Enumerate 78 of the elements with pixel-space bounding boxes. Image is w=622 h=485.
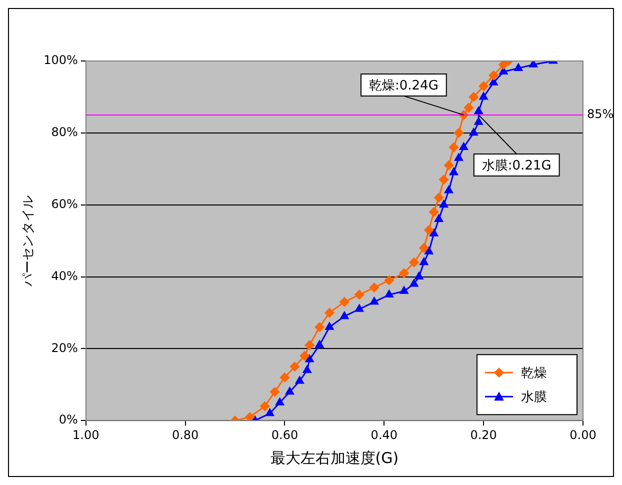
x-tick-label: 0.60 <box>271 428 298 442</box>
point <box>286 387 294 395</box>
point <box>459 142 468 150</box>
x-tick-label: 0.80 <box>172 428 199 442</box>
point <box>429 207 439 217</box>
point <box>300 351 310 361</box>
point <box>440 200 448 208</box>
point <box>260 401 270 411</box>
point <box>420 258 428 266</box>
point <box>315 340 324 348</box>
point <box>414 272 424 280</box>
y-axis-title: パーセンタイル <box>21 195 36 288</box>
point <box>370 297 378 305</box>
point <box>444 160 454 170</box>
point <box>270 387 280 397</box>
point <box>399 268 409 278</box>
point <box>434 192 444 202</box>
point <box>304 340 314 350</box>
point <box>355 304 364 312</box>
point <box>474 106 483 114</box>
point <box>464 103 474 112</box>
point <box>409 258 419 268</box>
point <box>280 372 290 382</box>
point <box>474 117 483 125</box>
y-tick-label: 60% <box>51 196 78 211</box>
point <box>478 81 488 91</box>
point <box>469 128 478 136</box>
point <box>305 354 314 362</box>
point <box>295 376 304 384</box>
point <box>454 128 464 138</box>
legend-label: 乾燥 <box>521 366 547 381</box>
point <box>454 153 463 161</box>
point <box>424 246 434 254</box>
point <box>514 63 523 71</box>
annotation: 乾燥:0.24G <box>368 78 438 94</box>
point <box>266 408 274 416</box>
y-tick-label: 40% <box>51 268 78 283</box>
point <box>450 168 458 176</box>
legend-label: 水膜 <box>521 390 547 405</box>
point <box>384 290 394 298</box>
point <box>354 290 364 300</box>
point <box>430 228 438 236</box>
point <box>439 174 449 184</box>
x-axis-title: 最大左右加速度(G) <box>270 448 399 467</box>
y-tick-label: 80% <box>51 125 78 140</box>
point <box>384 276 394 286</box>
annotation: 水膜:0.21G <box>482 158 552 174</box>
y-tick-label: 100% <box>44 53 78 68</box>
point <box>468 92 478 102</box>
x-tick-label: 0.20 <box>470 428 497 442</box>
point <box>499 67 508 75</box>
point <box>529 61 538 68</box>
point <box>479 92 488 100</box>
point <box>340 312 349 320</box>
point <box>276 398 284 406</box>
point <box>400 286 408 294</box>
x-tick-label: 0.40 <box>370 428 398 442</box>
point <box>424 225 434 235</box>
ref-line-label: 85% <box>587 107 614 122</box>
point <box>488 70 498 80</box>
point <box>449 142 459 152</box>
point <box>245 412 255 421</box>
point <box>340 297 350 307</box>
point <box>498 61 508 70</box>
point <box>419 243 429 253</box>
point <box>290 362 300 372</box>
point <box>434 214 444 222</box>
point <box>302 366 312 374</box>
x-tick-label: 1.00 <box>72 428 100 442</box>
point <box>410 279 418 287</box>
y-tick-label: 0% <box>58 412 78 427</box>
point <box>369 282 379 292</box>
y-tick-label: 20% <box>51 340 78 355</box>
point <box>444 186 453 194</box>
x-tick-label: 0.00 <box>570 428 596 442</box>
point <box>324 308 334 318</box>
point <box>325 322 334 330</box>
point <box>314 322 324 332</box>
